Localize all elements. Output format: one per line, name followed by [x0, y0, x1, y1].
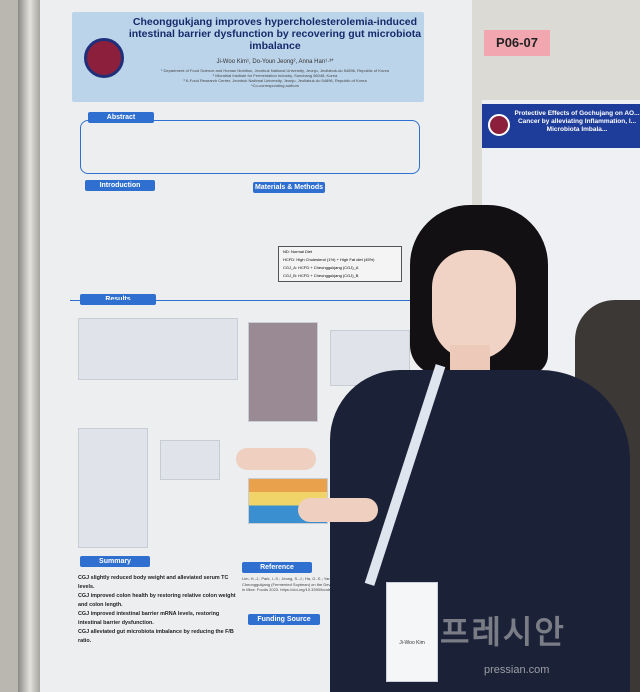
poster-authors: Ji-Woo Kim¹, Do-Youn Jeong², Anna Han¹·³… [216, 59, 334, 65]
summary-header: Summary [80, 556, 150, 567]
badge-name: Ji-Woo Kim [399, 640, 425, 646]
summary-list: CGJ slightly reduced body weight and all… [78, 574, 238, 646]
reference-header: Reference [242, 562, 312, 573]
introduction-header: Introduction [85, 180, 155, 191]
person-face [432, 250, 516, 360]
summary-item: CGJ alleviated gut microbiota imbalance … [78, 629, 234, 644]
affiliations: ¹ Department of Food Science and Human N… [128, 68, 422, 88]
group-label: CGJ_A: HCFD + Cheonggukjang (CGJ)_A [283, 265, 359, 270]
group-box: ND: Normal Diet HCFD: High Cholesterol (… [278, 246, 402, 282]
figure-2 [78, 428, 148, 548]
watermark-logo: 프레시안 [440, 614, 566, 650]
person-cardigan [330, 370, 630, 692]
display-pole [18, 0, 42, 692]
abstract-header: Abstract [88, 112, 154, 123]
title-band [72, 12, 424, 102]
summary-item: CGJ improved colon health by restoring r… [78, 593, 236, 608]
person-hand [236, 448, 316, 470]
group-label: ND: Normal Diet [283, 249, 313, 254]
colon-photo [160, 440, 220, 480]
summary-item: CGJ slightly reduced body weight and all… [78, 575, 229, 590]
watermark-url: pressian.com [484, 664, 550, 676]
funding-header: Funding Source [248, 614, 320, 625]
figure-3-histology [248, 322, 318, 422]
figure-1 [78, 318, 238, 380]
affiliation: *Co-corresponding authors [251, 83, 299, 88]
reference-text: Lim, H.-J.; Park, I.-S.; Jeong, S.-J.; H… [242, 576, 417, 592]
affiliation: ¹ Department of Food Science and Human N… [161, 68, 389, 73]
right-poster-title: Protective Effects of Gochujang on AO...… [514, 110, 640, 133]
divider [70, 300, 450, 301]
affiliation: ² Microbial Institute for Fermentation I… [212, 73, 338, 78]
affiliation: ³ K-Food Research Center, Jeonbuk Nation… [183, 78, 367, 83]
name-badge [386, 582, 438, 682]
summary-item: CGJ improved intestinal barrier mRNA lev… [78, 611, 220, 626]
results-header: Results [80, 294, 156, 305]
university-logo [488, 114, 510, 136]
group-label: CGJ_B: HCFD + Cheonggukjang (CGJ)_B [283, 273, 359, 278]
group-label: HCFD: High Cholesterol (1%) + High Fat d… [283, 257, 375, 262]
university-logo [84, 38, 124, 78]
methods-header: Materials & Methods [253, 182, 325, 193]
booth-label: P06-07 [484, 30, 550, 56]
poster-title: Cheonggukjang improves hypercholesterole… [128, 16, 422, 52]
abstract-box [80, 120, 420, 174]
person-hand [298, 498, 378, 522]
